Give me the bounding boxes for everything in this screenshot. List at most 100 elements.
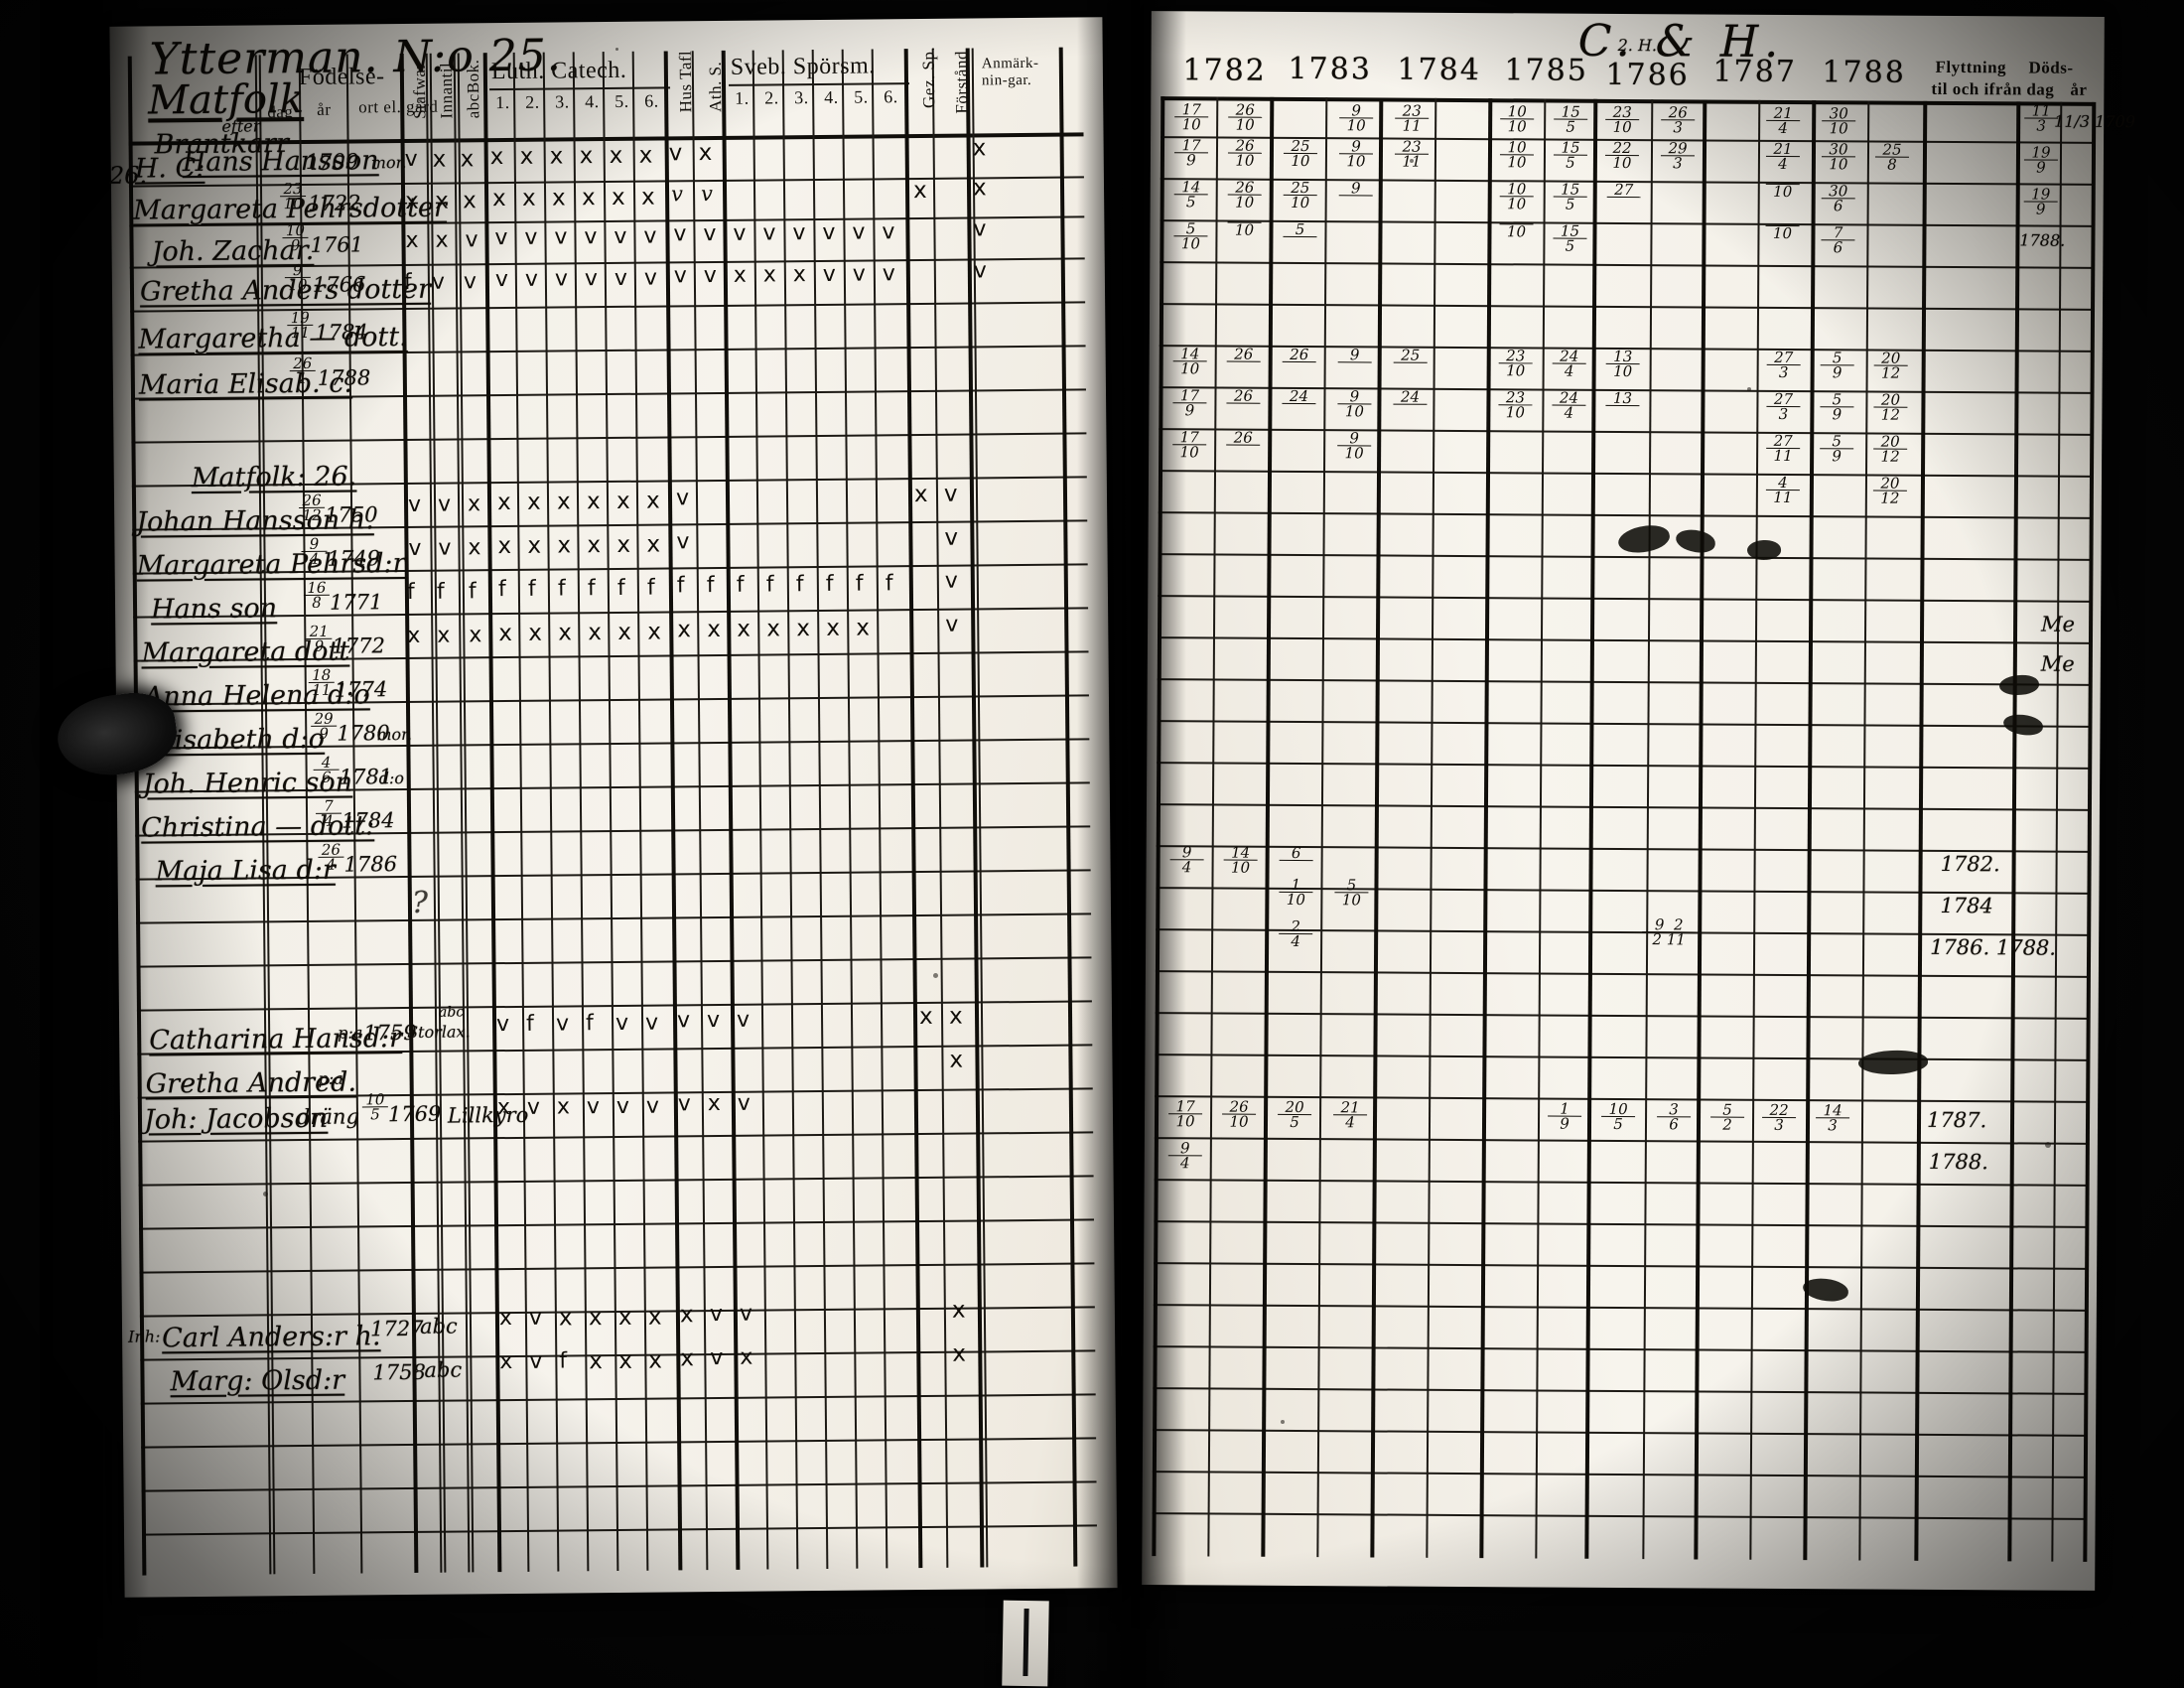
mark-cell: v — [882, 219, 895, 245]
mark-cell: x — [467, 492, 481, 517]
mark-cell: x — [949, 1047, 964, 1073]
mark-cell: v — [614, 1010, 629, 1036]
mark-cell: x — [912, 177, 927, 205]
mark-cell: f — [557, 576, 566, 602]
header-flyttning-sub: til och ifrån — [1931, 78, 2022, 99]
header-anmarkningar: Anmärk-nin-gar. — [981, 55, 1039, 89]
mark-cell: v — [614, 223, 627, 249]
row-month-1: 10 — [280, 195, 307, 212]
mark-cell: v — [739, 1301, 753, 1327]
s3-role-0: p:a — [338, 1023, 363, 1043]
mark-cell: v — [973, 216, 987, 242]
s4-place-0: abc — [419, 1314, 458, 1338]
row-year-3: 1766 — [312, 272, 366, 297]
section-2-label: Matfolk: 26. — [191, 461, 357, 494]
mark-cell: x — [647, 1304, 662, 1331]
mark-cell: v — [555, 1011, 570, 1037]
year-1786-annotation: 2. H. — [1617, 35, 1658, 56]
mark-cell: x — [648, 1347, 663, 1374]
mark-cell: x — [638, 142, 653, 169]
mark-cell: v — [670, 182, 684, 207]
mark-cell: x — [737, 616, 751, 642]
s3-place-2: Lillkyro — [447, 1102, 529, 1128]
moving-note-4: 1788. — [1928, 1149, 1988, 1175]
mark-cell: x — [587, 532, 602, 559]
mark-cell: x — [588, 1305, 603, 1332]
mark-cell: v — [676, 529, 690, 555]
mark-cell: f — [525, 1011, 534, 1037]
header-sveb-sporsm: Sveb. Spörsm. — [730, 53, 876, 80]
year-header-1783: 1783 — [1288, 51, 1372, 87]
mark-cell: x — [918, 1003, 933, 1031]
header-dods-ar: år — [2070, 79, 2088, 99]
mark-cell: f — [736, 572, 745, 598]
mark-cell: v — [703, 262, 718, 289]
mark-cell: x — [581, 185, 596, 211]
row-year-4: 1784 — [315, 320, 368, 345]
mark-cell: v — [943, 481, 958, 507]
header-hus-tafl: Hus Tafl — [675, 50, 696, 113]
mark-cell: x — [616, 531, 631, 558]
row-year-2: 1761 — [310, 232, 364, 257]
mark-cell: x — [647, 619, 662, 645]
mark-cell: v — [822, 219, 836, 245]
mark-cell: v — [407, 492, 422, 517]
mark-cell: x — [972, 175, 987, 202]
mark-cell: x — [528, 620, 543, 646]
header-forstand: Förstånd — [951, 51, 972, 114]
mark-cell: x — [491, 186, 506, 212]
page-tab-bottom — [1002, 1600, 1049, 1687]
mark-cell: x — [579, 143, 594, 170]
right-page: C. & H. 1782 1783 1784 1785 2. H. 1786 1… — [1142, 11, 2135, 1591]
mark-cell: v — [438, 535, 452, 561]
mark-cell: v — [463, 269, 478, 295]
mark-cell: v — [494, 224, 508, 251]
s2-day-3: 21 — [309, 622, 329, 640]
mark-cell: x — [468, 535, 481, 561]
s2-year-4: 1774 — [334, 677, 388, 702]
s2-day-8: 26 — [321, 840, 341, 859]
row-year-5: 1788 — [317, 365, 371, 390]
row-year-1: 1722 — [308, 191, 361, 215]
mark-cell: f — [795, 572, 804, 598]
mark-cell: x — [469, 623, 482, 648]
header-dods-dag: dag — [2026, 79, 2055, 99]
s2-year-1: 1749 — [327, 546, 381, 571]
left-page: Ytterman. N:o 25. Födelse- dag år ort el… — [109, 17, 1118, 1598]
mark-cell: x — [588, 620, 603, 646]
mark-cell: x — [611, 184, 625, 211]
mark-cell: x — [951, 1297, 966, 1324]
mark-cell: v — [615, 1093, 630, 1119]
s2-month-6: 6 — [313, 769, 340, 786]
mark-cell: v — [494, 266, 509, 293]
s2-month-0: 12 — [299, 506, 326, 524]
mark-cell: x — [407, 623, 421, 648]
mark-cell: v — [852, 219, 866, 245]
mark-cell: v — [645, 1093, 660, 1119]
sveb-num-4: 4. — [824, 86, 839, 107]
header-birth-year: år — [317, 99, 332, 119]
mark-cell: x — [557, 532, 572, 559]
luth-num-6: 6. — [644, 90, 659, 111]
mark-cell: f — [468, 579, 477, 605]
s4-left-tag: Inh: — [128, 1327, 161, 1346]
mark-cell: x — [677, 617, 692, 643]
mark-cell: x — [707, 616, 722, 643]
mark-cell: v — [822, 261, 837, 287]
mark-cell: x — [646, 531, 661, 558]
row-month-5: 1 — [289, 369, 316, 387]
s2-day-6: 4 — [321, 753, 332, 772]
luth-num-1: 1. — [495, 91, 510, 113]
s2-month-7: 4 — [316, 812, 342, 830]
row-month-4: 11 — [287, 324, 314, 342]
mark-cell: x — [796, 616, 811, 642]
mark-cell: x — [733, 262, 748, 288]
sveb-num-3: 3. — [794, 87, 809, 108]
moving-note-1: 1784 — [1940, 893, 1993, 918]
mark-cell: v — [733, 220, 747, 246]
mark-cell: v — [554, 224, 568, 250]
mark-cell: x — [740, 1344, 753, 1370]
mark-cell: x — [558, 1305, 573, 1332]
mark-cell: x — [913, 481, 928, 508]
s2-day-2: 16 — [307, 578, 327, 597]
